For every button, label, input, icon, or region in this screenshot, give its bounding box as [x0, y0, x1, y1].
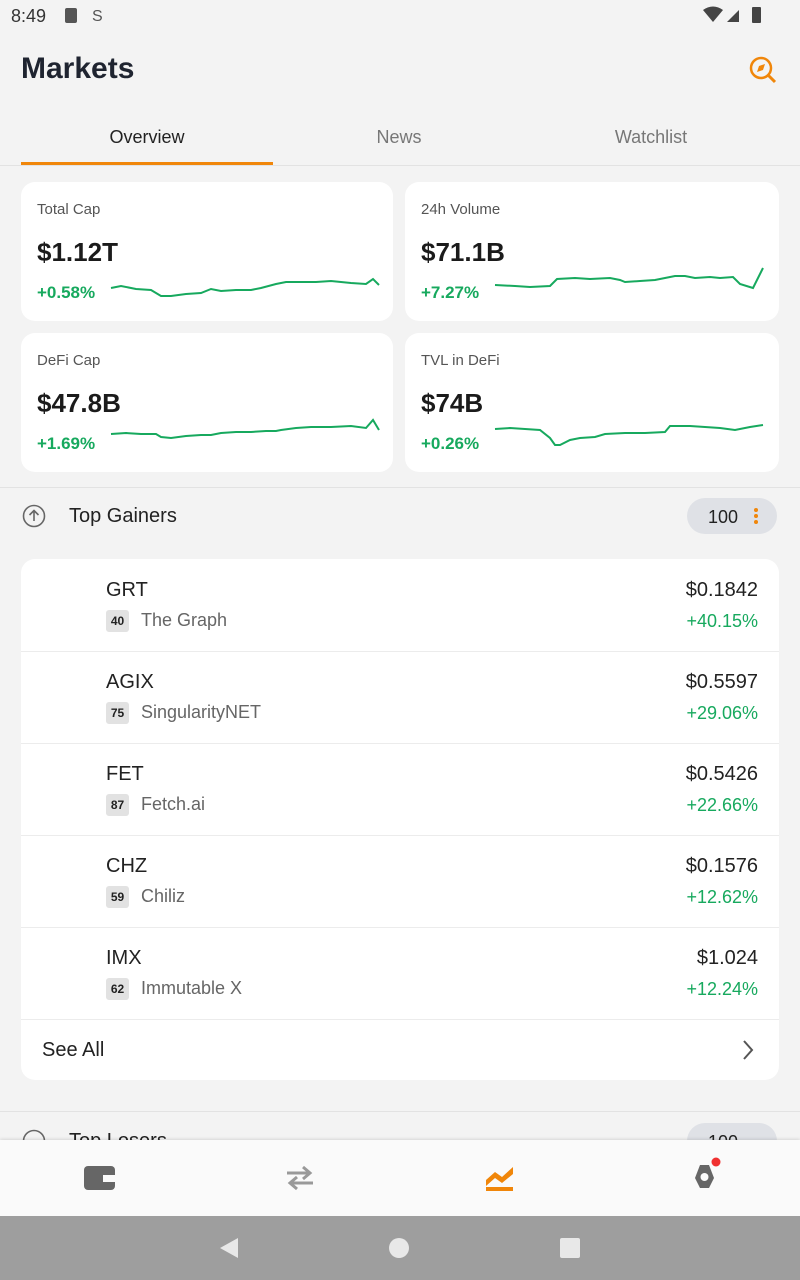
search-button[interactable]	[748, 55, 778, 85]
svg-text:S: S	[92, 8, 103, 25]
coin-symbol: IMX	[106, 947, 142, 969]
coin-rank: 87	[106, 794, 129, 816]
page-title: Markets	[21, 52, 135, 85]
stat-change: +0.26%	[421, 434, 480, 453]
system-buttons[interactable]	[215, 1235, 585, 1261]
coin-name: Fetch.ai	[141, 794, 206, 814]
sparkline	[494, 424, 764, 446]
tab[interactable]: Overview	[109, 127, 185, 147]
sparkline	[110, 418, 380, 440]
coin-price: $1.024	[696, 947, 758, 969]
coin-row[interactable]: IMX 62 Immutable X $1.024 +12.24%	[21, 927, 779, 1020]
stat-label: DeFi Cap	[37, 352, 101, 369]
count: 100	[708, 507, 739, 527]
status-icons: S	[65, 8, 103, 25]
see-all-label: See All	[42, 1039, 105, 1061]
chevron	[743, 1040, 754, 1060]
stat-value: $47.8B	[37, 388, 121, 418]
coin-rank: 40	[106, 610, 129, 632]
coin-change: +40.15%	[686, 611, 758, 631]
stat-value: $74B	[421, 388, 484, 418]
divider	[0, 165, 800, 166]
sparkline	[110, 277, 380, 297]
stat-card[interactable]: Total Cap $1.12T +0.58%	[21, 182, 393, 321]
coin-name: Immutable X	[141, 978, 243, 998]
coin-symbol: CHZ	[106, 855, 148, 877]
count-selector[interactable]: 100	[687, 498, 777, 534]
section-title: Top Gainers	[69, 505, 177, 527]
coin-symbol: AGIX	[106, 671, 154, 693]
coin-symbol: FET	[106, 763, 144, 785]
stat-value: $71.1B	[421, 237, 505, 267]
coin-name: Chiliz	[141, 886, 186, 906]
coin-row[interactable]: CHZ 59 Chiliz $0.1576 +12.62%	[21, 835, 779, 928]
settings-tab[interactable]	[685, 1154, 725, 1194]
tab-indicator	[21, 162, 273, 165]
stat-value: $1.12T	[37, 237, 118, 267]
wallet-tab[interactable]	[83, 1163, 117, 1193]
stat-label: TVL in DeFi	[421, 352, 500, 369]
system-icons	[703, 6, 761, 23]
stat-change: +7.27%	[421, 283, 480, 302]
coin-row[interactable]: GRT 40 The Graph $0.1842 +40.15%	[21, 559, 779, 652]
stat-change: +0.58%	[37, 283, 96, 302]
divider	[0, 1111, 800, 1112]
coin-rank: 62	[106, 978, 129, 1000]
see-all[interactable]: See All	[21, 1019, 779, 1080]
coin-name: The Graph	[141, 610, 228, 630]
coin-price: $0.5597	[685, 671, 758, 693]
coin-row[interactable]: AGIX 75 SingularityNET $0.5597 +29.06%	[21, 651, 779, 744]
tab[interactable]: News	[376, 127, 422, 147]
sparkline-path	[494, 267, 764, 290]
tab[interactable]: Watchlist	[614, 127, 688, 147]
coin-change: +22.66%	[686, 795, 758, 815]
stat-card[interactable]: DeFi Cap $47.8B +1.69%	[21, 333, 393, 472]
stat-card[interactable]: TVL in DeFi $74B +0.26%	[405, 333, 779, 472]
system-nav	[0, 1216, 800, 1280]
stat-card[interactable]: 24h Volume $71.1B +7.27%	[405, 182, 779, 321]
sparkline	[494, 267, 764, 290]
sparkline-path	[110, 418, 380, 440]
gainers-list: See All GRT 40 The Graph $0.1842 +40.15% AGIX…	[21, 559, 779, 1080]
markets-tab[interactable]	[484, 1164, 516, 1192]
sparkline-path	[494, 424, 764, 446]
status-time: 8:49	[11, 6, 47, 26]
coin-price: $0.5426	[685, 763, 758, 785]
coin-change: +12.62%	[686, 887, 758, 907]
divider	[0, 487, 800, 488]
coin-name: SingularityNET	[141, 702, 262, 722]
coin-change: +29.06%	[686, 703, 758, 723]
coin-row[interactable]: FET 87 Fetch.ai $0.5426 +22.66%	[21, 743, 779, 836]
stat-label: 24h Volume	[421, 201, 501, 218]
stat-change: +1.69%	[37, 434, 96, 453]
coin-price: $0.1842	[685, 579, 758, 601]
sparkline-path	[110, 277, 380, 297]
coin-symbol: GRT	[106, 579, 148, 601]
stat-label: Total Cap	[37, 201, 101, 218]
bottom-nav	[0, 1140, 800, 1216]
coin-change: +12.24%	[686, 979, 758, 999]
gainers-icon	[22, 504, 46, 528]
more-icon	[754, 508, 758, 524]
swap-tab[interactable]	[285, 1164, 315, 1192]
coin-rank: 75	[106, 702, 129, 724]
coin-price: $0.1576	[685, 855, 758, 877]
coin-rank: 59	[106, 886, 129, 908]
